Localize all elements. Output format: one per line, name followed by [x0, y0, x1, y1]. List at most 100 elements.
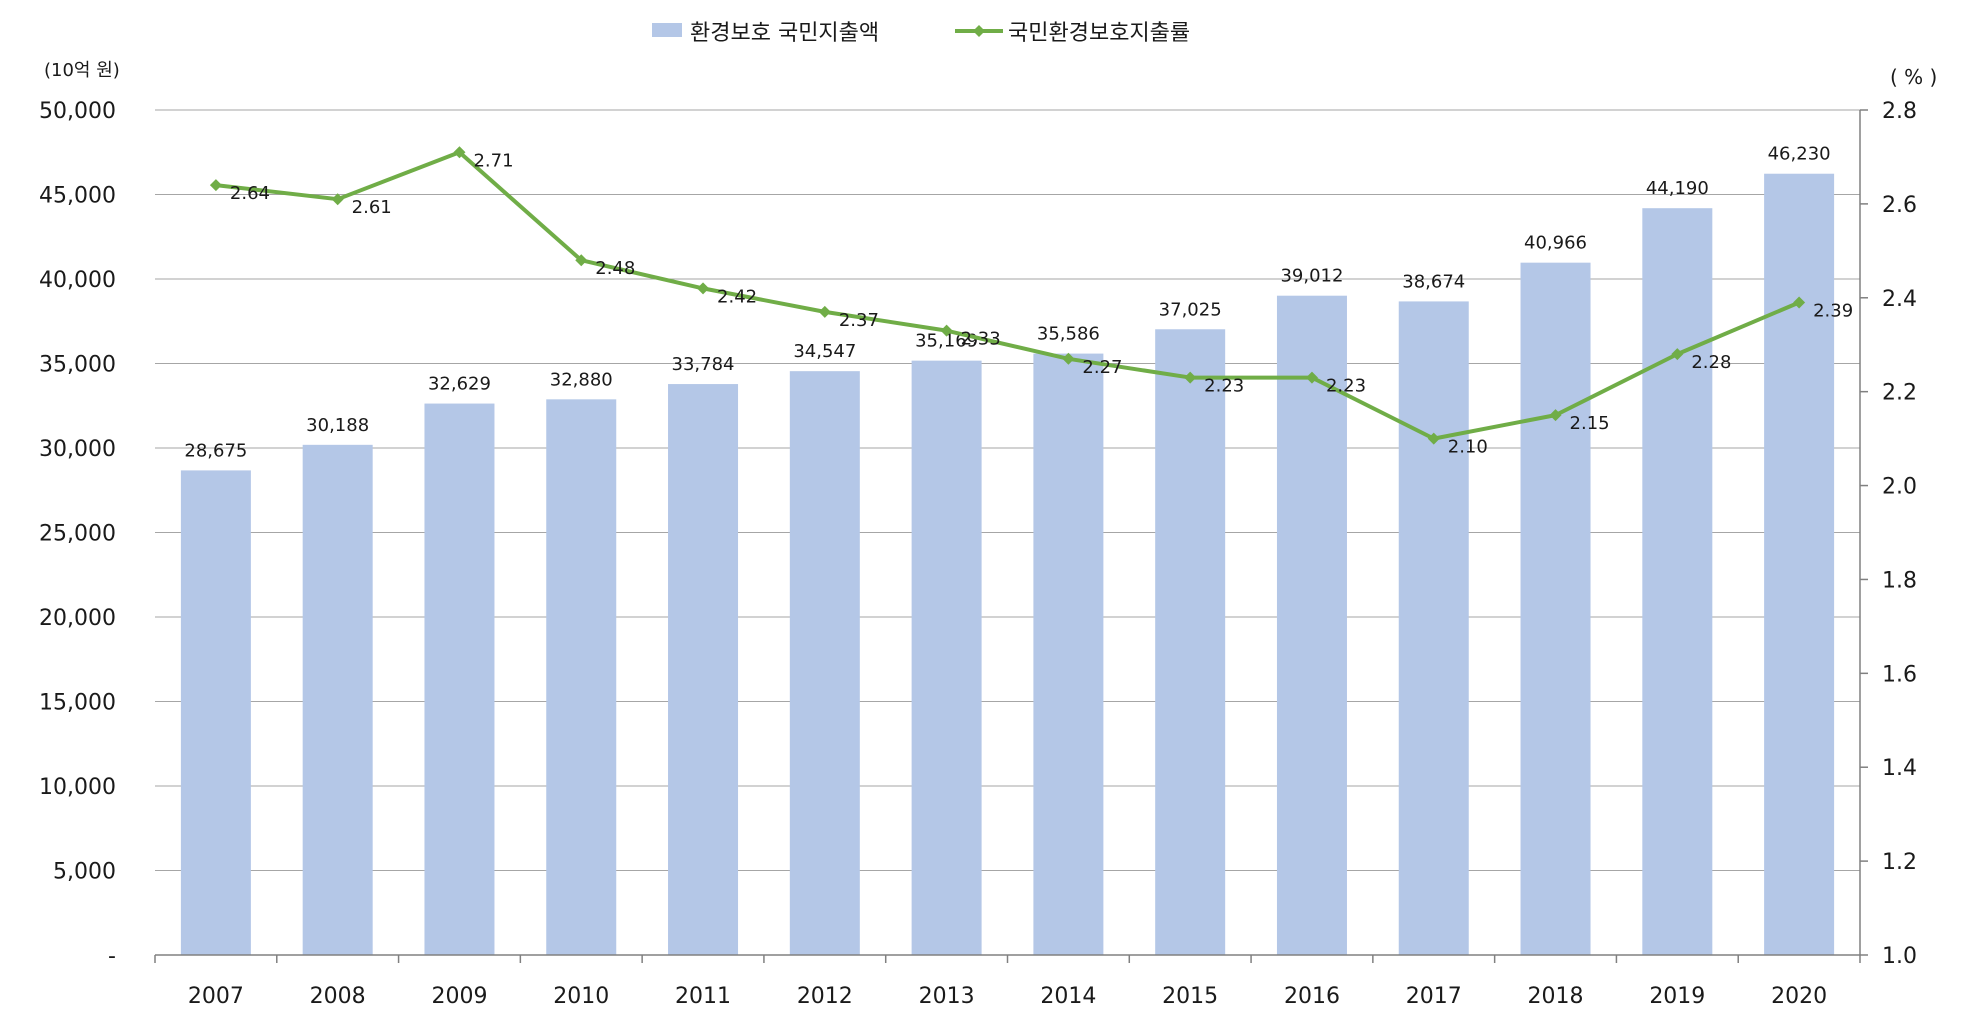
right-tick-label: 1.2 — [1882, 850, 1917, 875]
line-marker-2012 — [818, 305, 831, 318]
right-tick-label: 1.6 — [1882, 662, 1917, 687]
left-tick-label: 45,000 — [39, 184, 116, 209]
bar-value-label: 35,586 — [1037, 324, 1100, 345]
right-tick-label: 1.0 — [1882, 944, 1917, 969]
x-tick-label: 2015 — [1162, 984, 1218, 1009]
gridlines — [155, 109, 1860, 871]
bar-2012 — [789, 371, 860, 955]
line-marker-2007 — [209, 179, 222, 192]
x-tick-label: 2020 — [1771, 984, 1827, 1009]
line-marker-2014 — [1062, 352, 1075, 365]
line-value-label: 2.37 — [839, 310, 879, 331]
line-marker-2018 — [1549, 409, 1562, 422]
right-tick-label: 1.8 — [1882, 568, 1917, 593]
x-tick-label: 2014 — [1040, 984, 1096, 1009]
bar-2011 — [668, 384, 739, 955]
left-tick-label: 20,000 — [39, 606, 116, 631]
line-value-label: 2.39 — [1813, 300, 1853, 321]
x-tick-label: 2019 — [1649, 984, 1705, 1009]
line-value-label: 2.48 — [595, 258, 635, 279]
bar-value-label: 44,190 — [1646, 178, 1709, 199]
line-value-label: 2.33 — [961, 329, 1001, 350]
line-series — [209, 146, 1806, 445]
bar-value-label: 28,675 — [184, 440, 247, 461]
line-marker-2015 — [1184, 371, 1197, 384]
line-value-label: 2.23 — [1204, 376, 1244, 397]
bar-2008 — [302, 444, 373, 955]
bar-value-label: 30,188 — [306, 415, 369, 436]
legend: 환경보호 국민지출액 국민환경보호지출률 — [652, 21, 1190, 46]
left-tick-label: 50,000 — [39, 99, 116, 124]
left-tick-label: 25,000 — [39, 522, 116, 547]
x-tick-label: 2011 — [675, 984, 731, 1009]
left-tick-label: 15,000 — [39, 691, 116, 716]
bar-value-label: 32,629 — [428, 374, 491, 395]
right-tick-label: 2.0 — [1882, 475, 1917, 500]
left-tick-label: 35,000 — [39, 353, 116, 378]
x-tick-label: 2008 — [310, 984, 366, 1009]
legend-line-marker — [973, 25, 985, 37]
line-marker-2009 — [453, 146, 466, 159]
bar-2015 — [1155, 329, 1226, 956]
bar-2013 — [911, 360, 982, 955]
bar-2009 — [424, 403, 495, 955]
line-value-label: 2.28 — [1691, 352, 1731, 373]
x-tick-label: 2016 — [1284, 984, 1340, 1009]
x-tick-label: 2009 — [431, 984, 487, 1009]
bar-2014 — [1033, 353, 1104, 956]
bar-2020 — [1764, 173, 1835, 955]
left-axis-ticks: - 5,000 10,000 15,000 20,000 25,000 30,000 35,0… — [39, 99, 116, 969]
x-tick-label: 2013 — [919, 984, 975, 1009]
x-tick-label: 2010 — [553, 984, 609, 1009]
x-tick-label: 2012 — [797, 984, 853, 1009]
right-tick-label: 1.4 — [1882, 756, 1917, 781]
right-axis-unit: ( % ) — [1890, 65, 1937, 89]
line-value-label: 2.61 — [352, 197, 392, 218]
axes — [154, 109, 1868, 963]
right-tick-label: 2.2 — [1882, 381, 1917, 406]
bar-value-label: 38,674 — [1402, 271, 1465, 292]
line-data-labels: 2.64 2.61 2.71 2.48 2.42 2.37 2.33 2.27 2.23 2.23… — [230, 150, 1853, 457]
line-marker-2019 — [1671, 348, 1684, 361]
x-tick-label: 2018 — [1528, 984, 1584, 1009]
bar-value-label: 40,966 — [1524, 233, 1587, 254]
x-tick-label: 2017 — [1406, 984, 1462, 1009]
left-tick-label: 10,000 — [39, 775, 116, 800]
line-value-label: 2.15 — [1570, 413, 1610, 434]
line-marker-2017 — [1427, 432, 1440, 445]
bar-value-label: 37,025 — [1159, 299, 1222, 320]
line-marker-2020 — [1793, 296, 1806, 309]
bar-2019 — [1642, 208, 1713, 956]
line-marker-2011 — [697, 282, 710, 295]
bar-2016 — [1276, 295, 1347, 955]
line-value-label: 2.42 — [717, 286, 757, 307]
left-tick-label: - — [108, 944, 116, 969]
line-marker-2010 — [575, 254, 588, 267]
right-axis-ticks: 1.0 1.2 1.4 1.6 1.8 2.0 2.2 2.4 2.6 2.8 — [1882, 99, 1917, 969]
line-value-label: 2.23 — [1326, 376, 1366, 397]
bar-value-label: 32,880 — [550, 369, 613, 390]
bar-2017 — [1398, 301, 1469, 955]
line-marker-2013 — [940, 324, 953, 337]
line-value-label: 2.10 — [1448, 437, 1488, 458]
line-value-label: 2.27 — [1082, 357, 1122, 378]
legend-bar-label: 환경보호 국민지출액 — [690, 21, 879, 46]
bar-series — [180, 173, 1835, 956]
right-tick-label: 2.6 — [1882, 193, 1917, 218]
left-axis-unit: (10억 원) — [44, 60, 120, 81]
line-value-label: 2.64 — [230, 183, 270, 204]
left-tick-label: 40,000 — [39, 268, 116, 293]
bar-value-label: 33,784 — [672, 354, 735, 375]
left-tick-label: 5,000 — [53, 860, 116, 885]
left-tick-label: 30,000 — [39, 437, 116, 462]
legend-bar-swatch — [652, 23, 682, 37]
line-marker-2016 — [1305, 371, 1318, 384]
bar-value-label: 39,012 — [1280, 266, 1343, 287]
bar-value-label: 34,547 — [793, 341, 856, 362]
x-axis-ticks: 2007 2008 2009 2010 2011 2012 2013 2014 2015 2016… — [188, 984, 1827, 1009]
bar-2007 — [180, 470, 251, 955]
line-value-label: 2.71 — [473, 150, 513, 171]
right-tick-label: 2.8 — [1882, 99, 1917, 124]
